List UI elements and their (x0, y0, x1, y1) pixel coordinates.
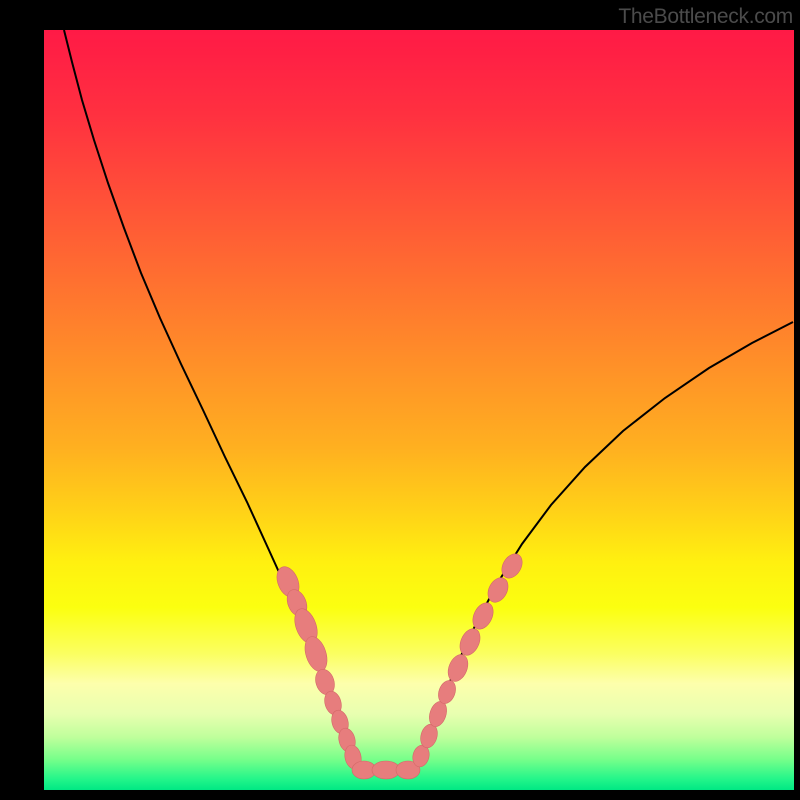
plot-background (44, 30, 794, 790)
chart-canvas (0, 0, 800, 800)
